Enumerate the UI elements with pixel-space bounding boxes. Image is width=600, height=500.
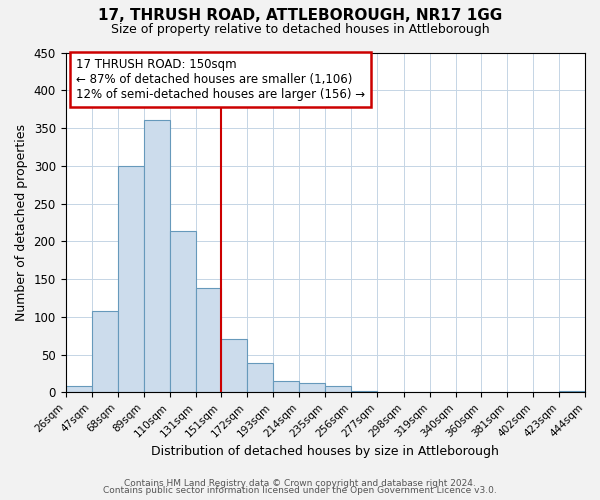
Text: Size of property relative to detached houses in Attleborough: Size of property relative to detached ho… <box>110 22 490 36</box>
Bar <box>325 386 352 392</box>
Bar <box>144 120 170 392</box>
Text: 17 THRUSH ROAD: 150sqm
← 87% of detached houses are smaller (1,106)
12% of semi-: 17 THRUSH ROAD: 150sqm ← 87% of detached… <box>76 58 365 100</box>
Text: Contains public sector information licensed under the Open Government Licence v3: Contains public sector information licen… <box>103 486 497 495</box>
Bar <box>65 386 92 392</box>
Bar <box>196 288 221 393</box>
Y-axis label: Number of detached properties: Number of detached properties <box>15 124 28 321</box>
Bar <box>352 391 377 392</box>
Bar <box>92 311 118 392</box>
Text: 17, THRUSH ROAD, ATTLEBOROUGH, NR17 1GG: 17, THRUSH ROAD, ATTLEBOROUGH, NR17 1GG <box>98 8 502 22</box>
Bar <box>170 230 196 392</box>
Bar <box>273 381 299 392</box>
Bar <box>299 384 325 392</box>
Bar <box>118 166 144 392</box>
Bar <box>559 391 585 392</box>
X-axis label: Distribution of detached houses by size in Attleborough: Distribution of detached houses by size … <box>151 444 499 458</box>
Text: Contains HM Land Registry data © Crown copyright and database right 2024.: Contains HM Land Registry data © Crown c… <box>124 478 476 488</box>
Bar <box>247 363 273 392</box>
Bar <box>221 340 247 392</box>
